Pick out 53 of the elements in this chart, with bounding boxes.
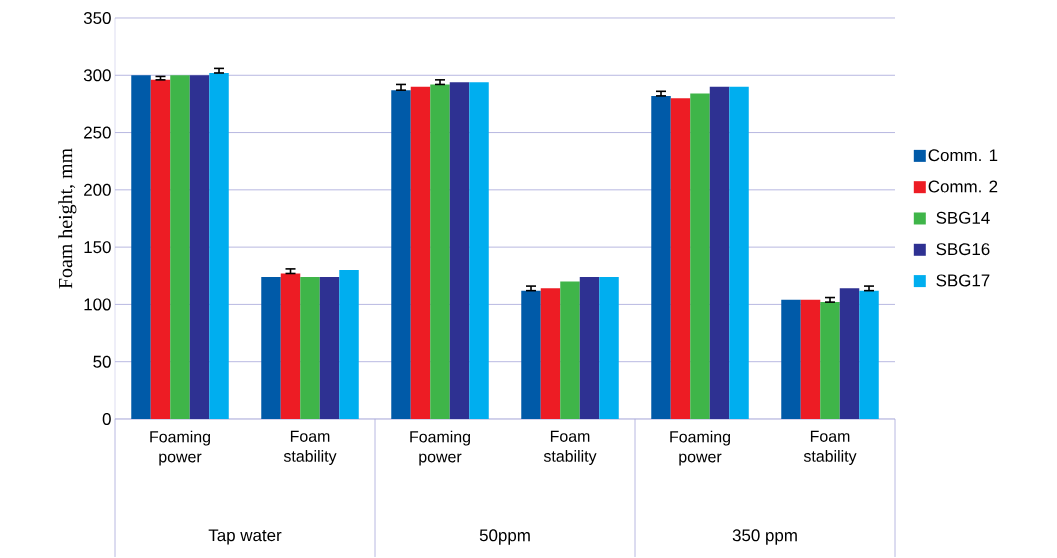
bar <box>150 79 171 419</box>
legend-label: SBG14 <box>936 211 990 224</box>
bar <box>261 276 281 419</box>
bar <box>560 281 580 419</box>
bar <box>670 98 691 419</box>
bar <box>300 276 320 419</box>
text: 50ppm <box>479 529 530 545</box>
bar <box>859 290 879 419</box>
bar <box>391 90 411 419</box>
bar <box>599 276 619 419</box>
y-tick-label: 350 <box>83 11 111 24</box>
bar <box>339 270 359 419</box>
bar <box>469 82 489 419</box>
y-tick-label: 0 <box>102 412 111 425</box>
y-tick-label: 150 <box>84 241 111 254</box>
y-axis-title: Foam height, mm <box>58 148 77 289</box>
bar <box>189 75 210 419</box>
y-tick-label: 300 <box>83 69 111 82</box>
text: 350 ppm <box>732 529 797 545</box>
legend-label: SBG17 <box>936 274 990 287</box>
y-tick-label: 200 <box>84 183 111 196</box>
legend-label: Comm. 2 <box>928 180 998 193</box>
x-tick-label: Foaming power <box>410 430 470 466</box>
text: Tap water <box>208 529 282 545</box>
bar <box>449 82 470 419</box>
bar <box>521 290 541 419</box>
bar <box>540 288 561 419</box>
bar <box>280 273 301 419</box>
bar <box>820 302 840 419</box>
x-tick-label: Foam stability <box>283 430 337 465</box>
legend-label: SBG16 <box>936 243 990 256</box>
x-tick-label: Foam stability <box>543 430 597 465</box>
legend-label: Comm. 1 <box>928 149 998 162</box>
x-tick-label: Foaming power <box>670 430 730 466</box>
bar <box>170 75 190 419</box>
bar <box>319 276 340 419</box>
bar <box>430 84 450 419</box>
bar <box>209 72 229 419</box>
bar <box>709 86 730 419</box>
y-tick-label: 250 <box>84 126 111 139</box>
bar <box>690 93 710 419</box>
x-tick-label: Foam stability <box>803 430 857 465</box>
bar <box>651 95 671 419</box>
bar <box>781 299 801 419</box>
bar <box>800 299 821 419</box>
x-tick-label: Foaming power <box>150 430 210 466</box>
bar <box>839 288 860 419</box>
bar <box>729 86 749 419</box>
bar <box>579 276 600 419</box>
y-tick-label: 100 <box>84 298 111 311</box>
y-tick-label: 50 <box>93 355 111 368</box>
bar <box>410 86 431 419</box>
bar <box>131 75 151 419</box>
